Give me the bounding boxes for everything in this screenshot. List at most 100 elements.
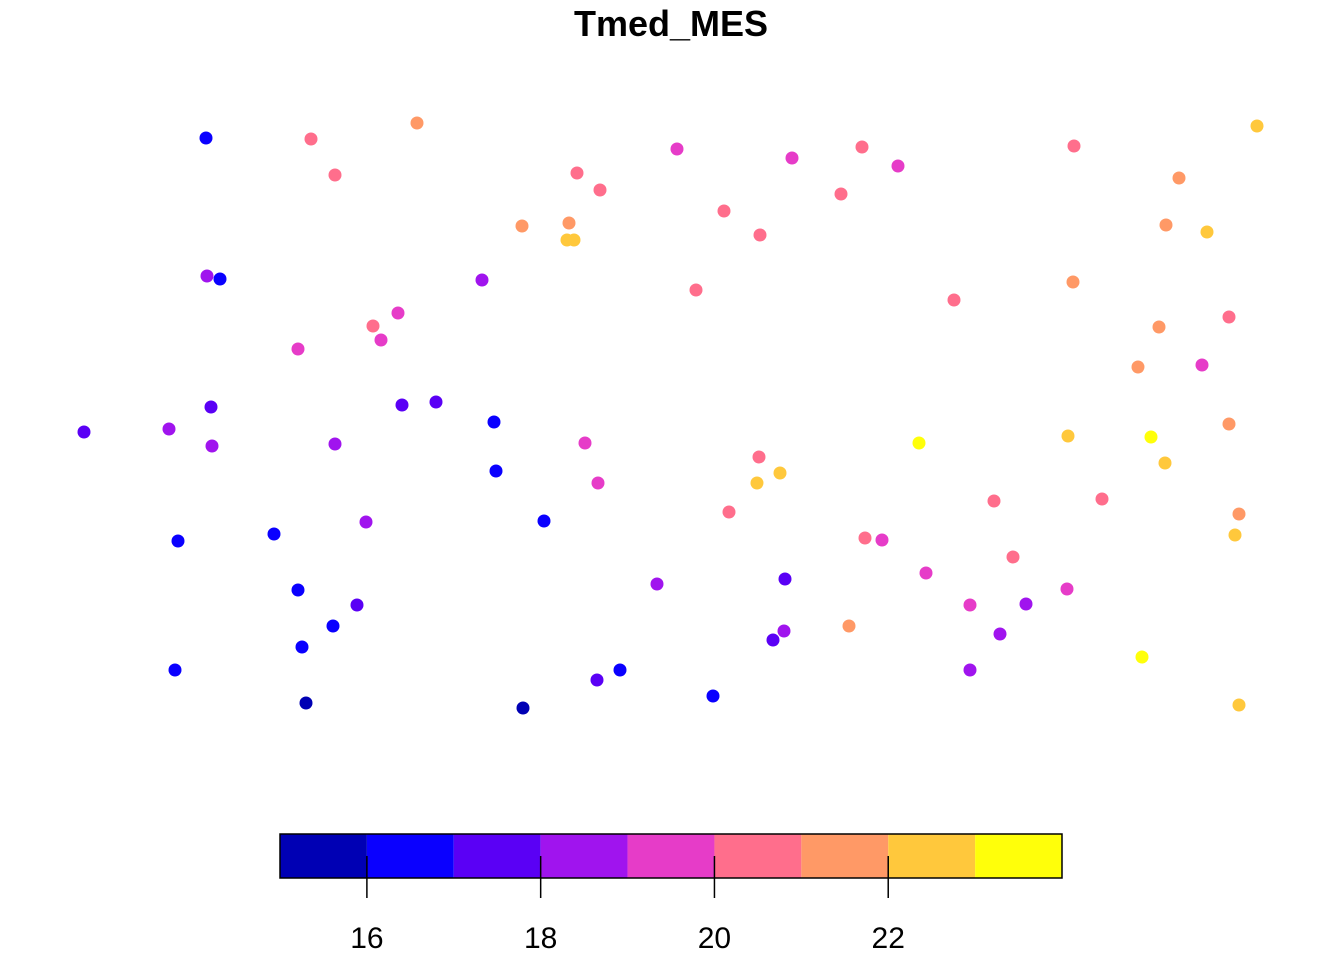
station-point bbox=[213, 272, 227, 286]
station-point bbox=[475, 273, 489, 287]
station-point bbox=[993, 627, 1007, 641]
station-point bbox=[919, 566, 933, 580]
station-point bbox=[706, 689, 720, 703]
station-point bbox=[487, 415, 501, 429]
station-point bbox=[1232, 507, 1246, 521]
station-point bbox=[199, 131, 213, 145]
station-point bbox=[1159, 218, 1173, 232]
station-point bbox=[722, 505, 736, 519]
station-point bbox=[205, 439, 219, 453]
station-point bbox=[410, 116, 424, 130]
station-point bbox=[766, 633, 780, 647]
station-point bbox=[963, 598, 977, 612]
colorbar-segment bbox=[975, 834, 1062, 878]
station-point bbox=[891, 159, 905, 173]
station-point bbox=[291, 583, 305, 597]
station-point bbox=[567, 233, 581, 247]
station-point bbox=[1144, 430, 1158, 444]
station-point bbox=[374, 333, 388, 347]
station-point bbox=[717, 204, 731, 218]
station-point bbox=[489, 464, 503, 478]
station-point bbox=[328, 437, 342, 451]
station-point bbox=[328, 168, 342, 182]
station-point bbox=[855, 140, 869, 154]
station-point bbox=[295, 640, 309, 654]
station-point bbox=[516, 701, 530, 715]
station-point bbox=[562, 216, 576, 230]
colorbar-tick-label: 22 bbox=[872, 922, 905, 955]
station-point bbox=[171, 534, 185, 548]
station-point bbox=[987, 494, 1001, 508]
station-point bbox=[1066, 275, 1080, 289]
station-point bbox=[752, 450, 766, 464]
station-point bbox=[366, 319, 380, 333]
station-point bbox=[1158, 456, 1172, 470]
colorbar-segment bbox=[888, 834, 976, 878]
colorbar-legend: 16 18 20 22 bbox=[279, 833, 1063, 955]
station-point bbox=[429, 395, 443, 409]
station-point bbox=[650, 577, 664, 591]
station-point bbox=[391, 306, 405, 320]
station-point bbox=[1067, 139, 1081, 153]
station-point bbox=[858, 531, 872, 545]
station-point bbox=[77, 425, 91, 439]
station-point bbox=[590, 673, 604, 687]
station-point bbox=[1019, 597, 1033, 611]
station-point bbox=[593, 183, 607, 197]
station-point bbox=[162, 422, 176, 436]
station-point bbox=[299, 696, 313, 710]
chart-title: Tmed_MES bbox=[574, 3, 768, 44]
station-point bbox=[1250, 119, 1264, 133]
station-point bbox=[777, 624, 791, 638]
station-point bbox=[1195, 358, 1209, 372]
colorbar-segment bbox=[714, 834, 802, 878]
colorbar-segment bbox=[627, 834, 715, 878]
colorbar-tick-label: 20 bbox=[698, 922, 731, 955]
station-point bbox=[778, 572, 792, 586]
station-point bbox=[1152, 320, 1166, 334]
station-point bbox=[689, 283, 703, 297]
station-point bbox=[168, 663, 182, 677]
station-point bbox=[912, 436, 926, 450]
station-point bbox=[1061, 429, 1075, 443]
station-point bbox=[1135, 650, 1149, 664]
station-point bbox=[834, 187, 848, 201]
station-point bbox=[570, 166, 584, 180]
station-point bbox=[1228, 528, 1242, 542]
colorbar-segment bbox=[280, 834, 367, 878]
station-point bbox=[1232, 698, 1246, 712]
points-layer bbox=[77, 116, 1264, 715]
station-point bbox=[1006, 550, 1020, 564]
colorbar-segment bbox=[801, 834, 889, 878]
station-point bbox=[350, 598, 364, 612]
station-point bbox=[1131, 360, 1145, 374]
station-point bbox=[875, 533, 889, 547]
station-point bbox=[326, 619, 340, 633]
station-point bbox=[1060, 582, 1074, 596]
colorbar-tick-label: 18 bbox=[524, 922, 557, 955]
station-point bbox=[1222, 310, 1236, 324]
station-point bbox=[204, 400, 218, 414]
colorbar-tick-label: 16 bbox=[350, 922, 383, 955]
station-point bbox=[750, 476, 764, 490]
station-point bbox=[773, 466, 787, 480]
station-point bbox=[1222, 417, 1236, 431]
station-point bbox=[842, 619, 856, 633]
colorbar-segment bbox=[540, 834, 628, 878]
station-point bbox=[359, 515, 373, 529]
colorbar-segment bbox=[366, 834, 454, 878]
station-point bbox=[785, 151, 799, 165]
station-point bbox=[753, 228, 767, 242]
station-point bbox=[613, 663, 627, 677]
station-point bbox=[1200, 225, 1214, 239]
station-point bbox=[537, 514, 551, 528]
station-point bbox=[670, 142, 684, 156]
colorbar-segment bbox=[453, 834, 541, 878]
colorbar-border bbox=[279, 833, 1063, 879]
station-point bbox=[200, 269, 214, 283]
station-point bbox=[515, 219, 529, 233]
station-point bbox=[1172, 171, 1186, 185]
station-point bbox=[578, 436, 592, 450]
